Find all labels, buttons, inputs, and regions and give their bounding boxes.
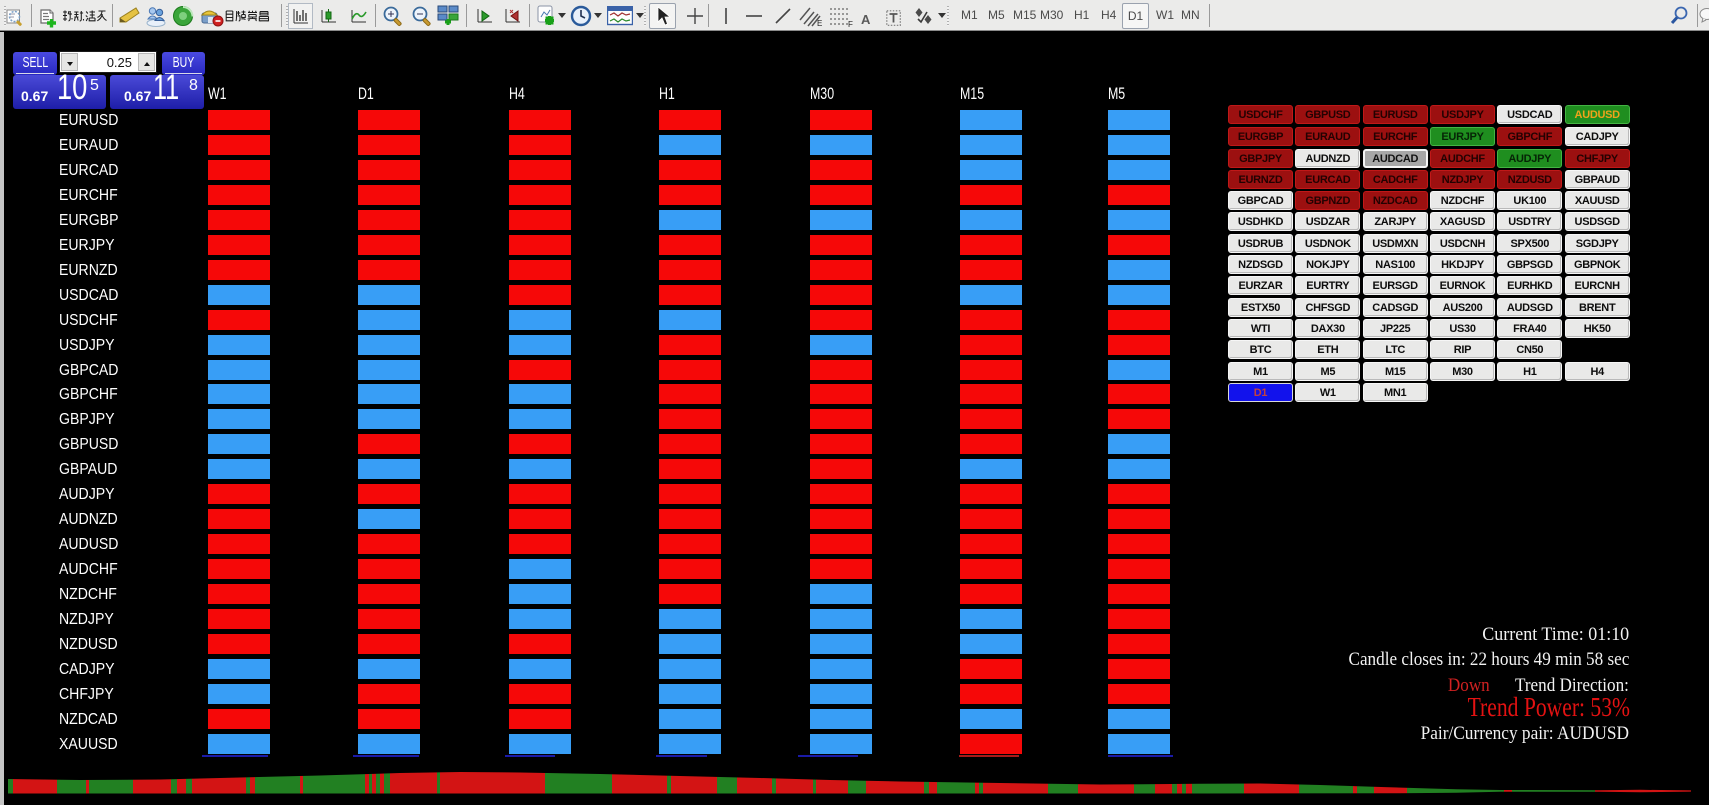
svg-text:F: F — [848, 20, 853, 28]
svg-text:E: E — [817, 19, 822, 28]
